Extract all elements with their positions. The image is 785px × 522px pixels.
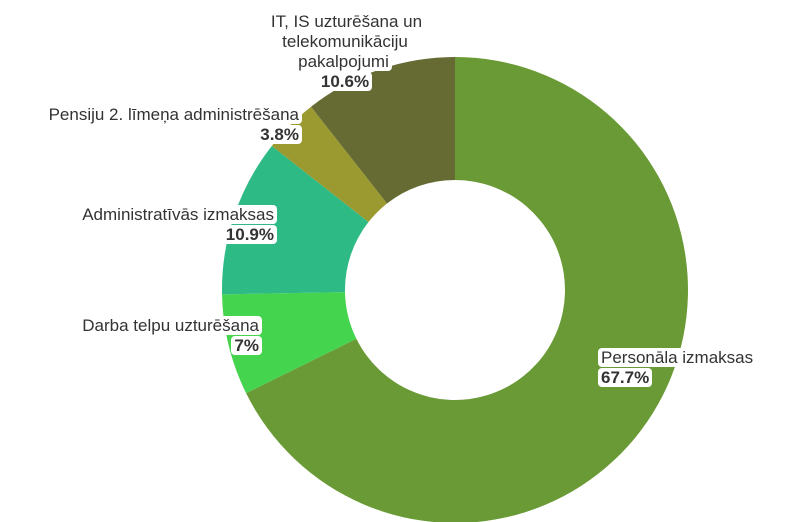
value-label: 10.6% (320, 72, 370, 91)
donut-slice (222, 146, 369, 295)
slice-label: Pensiju 2. līmeņa administrēšana 3.8% (45, 105, 302, 145)
value-label: 67.7% (601, 368, 650, 387)
category-name: Administratīvās izmaksas (79, 205, 277, 224)
category-name: Darba telpu uzturēšana (79, 316, 262, 335)
category-name: Personāla izmaksas (598, 348, 757, 367)
category-name: Pensiju 2. līmeņa administrēšana (45, 105, 302, 124)
category-name: IT, IS uzturēšana un telekomunikāciju pa… (267, 12, 423, 71)
value-label: 10.9% (225, 225, 274, 244)
slice-label: Personāla izmaksas 67.7% (598, 348, 757, 388)
donut-slice (246, 57, 688, 522)
value-label: 7% (234, 336, 259, 355)
value-label: 3.8% (260, 125, 299, 144)
slice-label: Darba telpu uzturēšana 7% (79, 316, 262, 356)
donut-slice (311, 57, 455, 204)
slice-label: Administratīvās izmaksas 10.9% (79, 205, 277, 245)
slice-label: IT, IS uzturēšana un telekomunikāciju pa… (240, 12, 450, 92)
